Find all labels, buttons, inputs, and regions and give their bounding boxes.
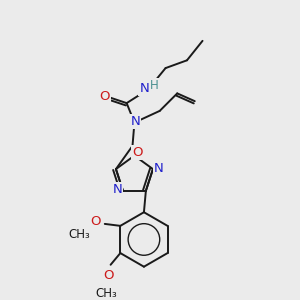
Text: N: N xyxy=(154,162,164,175)
Text: N: N xyxy=(112,183,122,196)
Text: O: O xyxy=(103,269,114,282)
Text: CH₃: CH₃ xyxy=(96,287,118,300)
Text: CH₃: CH₃ xyxy=(69,228,90,241)
Text: N: N xyxy=(130,115,140,128)
Text: O: O xyxy=(132,146,142,159)
Text: O: O xyxy=(90,215,100,229)
Text: H: H xyxy=(149,79,158,92)
Text: O: O xyxy=(99,90,110,103)
Text: N: N xyxy=(139,82,149,95)
